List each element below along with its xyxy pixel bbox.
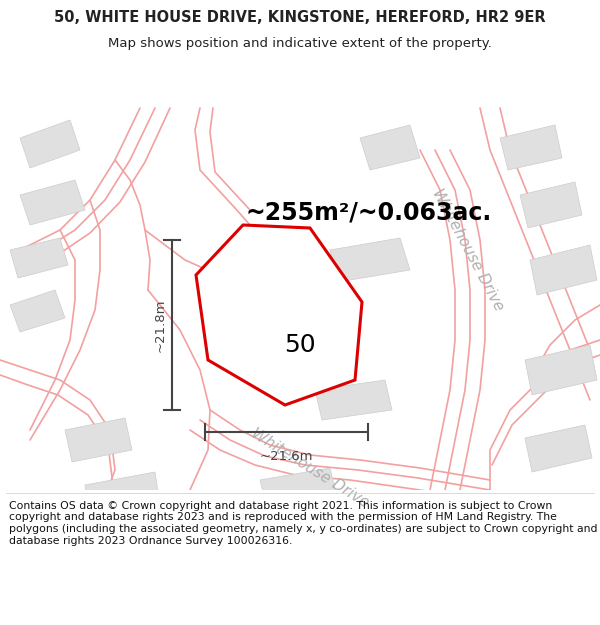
Text: Contains OS data © Crown copyright and database right 2021. This information is : Contains OS data © Crown copyright and d… xyxy=(9,501,598,546)
Text: Whitehouse Drive: Whitehouse Drive xyxy=(248,426,371,511)
Text: Whitehouse Drive: Whitehouse Drive xyxy=(430,186,506,314)
Polygon shape xyxy=(20,120,80,168)
Polygon shape xyxy=(65,418,132,462)
Polygon shape xyxy=(20,180,85,225)
Polygon shape xyxy=(520,182,582,228)
Text: Map shows position and indicative extent of the property.: Map shows position and indicative extent… xyxy=(108,38,492,51)
Polygon shape xyxy=(10,290,65,332)
Text: 50, WHITE HOUSE DRIVE, KINGSTONE, HEREFORD, HR2 9ER: 50, WHITE HOUSE DRIVE, KINGSTONE, HEREFO… xyxy=(54,10,546,25)
Polygon shape xyxy=(330,238,410,282)
Polygon shape xyxy=(315,380,392,420)
Text: ~255m²/~0.063ac.: ~255m²/~0.063ac. xyxy=(245,200,491,224)
Text: 50: 50 xyxy=(284,333,316,357)
Polygon shape xyxy=(530,245,597,295)
Polygon shape xyxy=(260,468,338,512)
Text: ~21.6m: ~21.6m xyxy=(260,450,313,463)
Polygon shape xyxy=(500,125,562,170)
Polygon shape xyxy=(525,425,592,472)
Polygon shape xyxy=(85,472,160,518)
Polygon shape xyxy=(360,125,420,170)
Polygon shape xyxy=(525,345,597,395)
Polygon shape xyxy=(10,238,68,278)
Polygon shape xyxy=(196,225,362,405)
Text: ~21.8m: ~21.8m xyxy=(154,298,167,352)
